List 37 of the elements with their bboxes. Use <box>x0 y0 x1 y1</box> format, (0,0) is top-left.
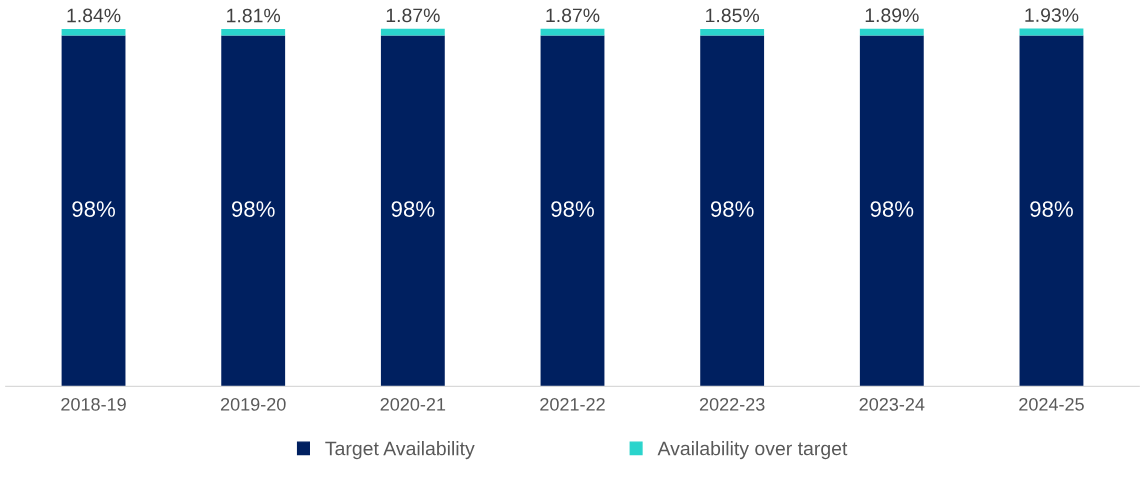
bar <box>61 35 126 387</box>
data-label: 98% <box>231 201 275 217</box>
data-label: 1.84% <box>67 8 121 23</box>
data-label: 98% <box>1030 201 1073 217</box>
data-label: 98% <box>710 201 754 217</box>
x-tick-label: 2024-25 <box>1019 397 1084 411</box>
bar <box>700 28 765 36</box>
bar <box>380 35 445 387</box>
legend-label: Availability over target <box>657 441 848 460</box>
bar <box>540 28 605 36</box>
data-label: 1.89% <box>865 8 919 23</box>
bar <box>1019 35 1084 387</box>
bar <box>700 35 765 387</box>
data-label: 1.87% <box>386 8 440 23</box>
data-label: 1.93% <box>1025 8 1079 22</box>
bar <box>61 28 126 36</box>
bar <box>859 35 924 387</box>
data-label: 98% <box>72 201 115 217</box>
data-label: 1.81% <box>227 8 281 23</box>
data-label: 1.87% <box>546 8 600 23</box>
x-tick-label: 2019-20 <box>220 397 286 411</box>
data-label: 98% <box>870 201 914 217</box>
bar <box>380 28 445 36</box>
bar <box>221 29 286 36</box>
legend-label: Target Availability <box>325 441 475 460</box>
data-label: 1.85% <box>706 8 760 23</box>
bar <box>221 35 286 387</box>
data-label: 98% <box>551 201 594 217</box>
x-tick-label: 2023-24 <box>859 397 925 411</box>
x-tick-label: 2018-19 <box>61 397 126 411</box>
bar <box>1019 28 1084 36</box>
x-tick-label: 2021-22 <box>540 397 605 411</box>
x-tick-label: 2020-21 <box>380 397 446 411</box>
bar <box>859 28 924 36</box>
x-tick-label: 2022-23 <box>699 397 765 411</box>
data-label: 98% <box>391 201 435 217</box>
bar <box>540 35 605 387</box>
